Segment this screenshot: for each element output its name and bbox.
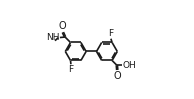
Text: O: O bbox=[113, 71, 121, 81]
Text: OH: OH bbox=[122, 61, 136, 70]
Text: O: O bbox=[58, 21, 66, 31]
Text: F: F bbox=[108, 29, 113, 38]
Text: F: F bbox=[68, 65, 74, 74]
Text: NH: NH bbox=[46, 33, 60, 42]
